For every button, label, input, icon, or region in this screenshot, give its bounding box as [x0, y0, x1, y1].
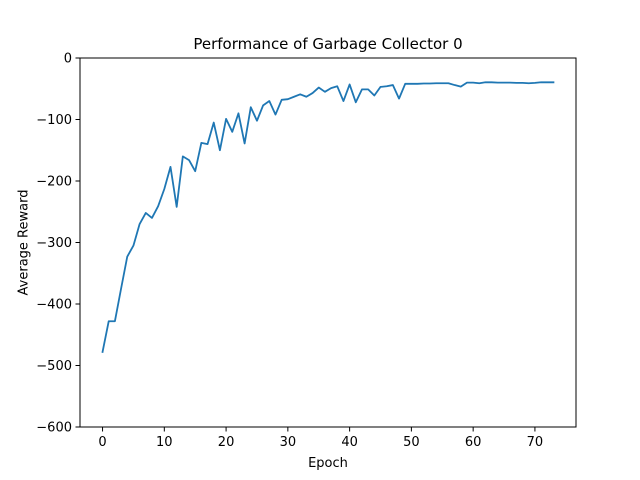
chart-title: Performance of Garbage Collector 0: [193, 35, 462, 53]
x-tick-label: 0: [98, 435, 106, 450]
plot-area: [101, 81, 555, 354]
x-axis-label: Epoch: [308, 456, 348, 471]
y-tick-label: −200: [36, 175, 72, 190]
axes: 0 10 20 30 40 50 60 70 −600 −500 −400 −300 −200 −100 0: [36, 52, 577, 450]
x-tick-label: 70: [527, 435, 544, 450]
x-tick-label: 50: [403, 435, 420, 450]
y-axis-label: Average Reward: [17, 190, 32, 296]
y-tick-label: −500: [36, 359, 72, 374]
x-tick-label: 30: [280, 435, 297, 450]
x-tick-label: 20: [218, 435, 235, 450]
y-tick-label: −400: [36, 298, 72, 313]
y-tick-label: −300: [36, 236, 72, 251]
y-tick-label: −600: [36, 421, 72, 436]
x-tick-label: 10: [156, 435, 173, 450]
series-line-0: [101, 81, 555, 354]
y-tick-label: −100: [36, 113, 72, 128]
y-tick-label: 0: [64, 52, 72, 67]
x-tick-label: 40: [341, 435, 358, 450]
axes-frame: [79, 57, 577, 428]
x-tick-label: 60: [465, 435, 482, 450]
